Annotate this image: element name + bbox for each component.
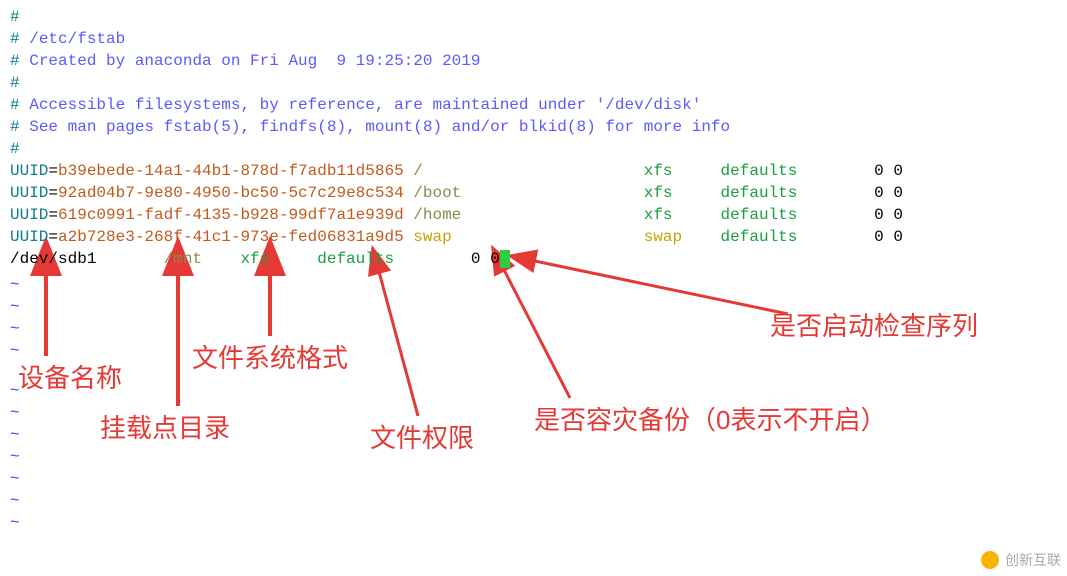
code-token: defaults xyxy=(721,184,875,202)
annotation-label: 文件系统格式 xyxy=(192,338,348,375)
terminal-line: /dev/sdb1 /mnt xfs defaults 0 0 xyxy=(10,248,510,270)
terminal-screenshot: 创新互联 ## /etc/fstab# Created by anaconda … xyxy=(0,0,1067,576)
code-token: defaults xyxy=(721,162,875,180)
terminal-line: # See man pages fstab(5), findfs(8), mou… xyxy=(10,116,730,138)
terminal-line: # Created by anaconda on Fri Aug 9 19:25… xyxy=(10,50,480,72)
code-token: xfs xyxy=(644,184,721,202)
code-token: # xyxy=(10,30,20,48)
terminal-line: # Accessible filesystems, by reference, … xyxy=(10,94,701,116)
code-token: ~ xyxy=(10,298,20,316)
terminal-line: ~ xyxy=(10,296,20,318)
annotation-label: 是否容灾备份（0表示不开启） xyxy=(534,400,886,437)
terminal-line: ~ xyxy=(10,318,20,340)
code-token: # xyxy=(10,96,20,114)
code-token: = xyxy=(48,206,58,224)
code-token: /boot xyxy=(404,184,644,202)
annotation-overlay xyxy=(0,0,1067,576)
code-token: ~ xyxy=(10,404,20,422)
code-token: /dev/sdb1 xyxy=(10,250,164,268)
code-token: 0 0 xyxy=(471,250,500,268)
code-token: 0 0 xyxy=(874,228,903,246)
code-token: a2b728e3-268f-41c1-973e-fed06831a9d5 xyxy=(58,228,404,246)
terminal-line: UUID=619c0991-fadf-4135-b928-99df7a1e939… xyxy=(10,204,903,226)
annotation-label: 是否启动检查序列 xyxy=(770,306,978,343)
code-token: ~ xyxy=(10,320,20,338)
terminal-line: UUID=b39ebede-14a1-44b1-878d-f7adb11d586… xyxy=(10,160,903,182)
terminal-line: # xyxy=(10,6,20,28)
code-token: UUID xyxy=(10,228,48,246)
terminal-line: # xyxy=(10,72,20,94)
annotation-label: 设备名称 xyxy=(18,358,122,395)
code-token: defaults xyxy=(721,206,875,224)
code-token: 0 0 xyxy=(874,162,903,180)
code-token: /mnt xyxy=(164,250,241,268)
code-token: # xyxy=(10,118,20,136)
code-token: xfs xyxy=(644,162,721,180)
code-token: 619c0991-fadf-4135-b928-99df7a1e939d xyxy=(58,206,404,224)
code-token: = xyxy=(48,184,58,202)
watermark-logo-icon xyxy=(981,551,999,569)
code-token: ~ xyxy=(10,470,20,488)
code-token: 0 0 xyxy=(874,184,903,202)
code-token: 92ad04b7-9e80-4950-bc50-5c7c29e8c534 xyxy=(58,184,404,202)
terminal-line: UUID=92ad04b7-9e80-4950-bc50-5c7c29e8c53… xyxy=(10,182,903,204)
code-token: / xyxy=(404,162,644,180)
terminal-line: UUID=a2b728e3-268f-41c1-973e-fed06831a9d… xyxy=(10,226,903,248)
annotation-arrow xyxy=(502,266,570,398)
terminal-line: ~ xyxy=(10,424,20,446)
code-token: ~ xyxy=(10,448,20,466)
code-token: ~ xyxy=(10,426,20,444)
code-token: See man pages fstab(5), findfs(8), mount… xyxy=(20,118,731,136)
annotation-label: 挂载点目录 xyxy=(100,408,230,445)
code-token: = xyxy=(48,162,58,180)
code-token: swap xyxy=(413,228,643,246)
watermark: 创新互联 xyxy=(981,550,1061,570)
code-token: UUID xyxy=(10,206,48,224)
code-token: UUID xyxy=(10,162,48,180)
code-token: # xyxy=(10,8,20,26)
watermark-text: 创新互联 xyxy=(1005,550,1061,570)
terminal-line: ~ xyxy=(10,274,20,296)
code-token: Accessible filesystems, by reference, ar… xyxy=(20,96,702,114)
terminal-line: ~ xyxy=(10,446,20,468)
terminal-line: ~ xyxy=(10,402,20,424)
code-token: defaults xyxy=(721,228,875,246)
terminal-line: # xyxy=(10,138,20,160)
code-token: b39ebede-14a1-44b1-878d-f7adb11d5865 xyxy=(58,162,404,180)
annotation-arrow xyxy=(378,268,418,416)
code-token: 0 0 xyxy=(874,206,903,224)
annotation-label: 文件权限 xyxy=(370,418,474,455)
code-token: ~ xyxy=(10,276,20,294)
code-token: swap xyxy=(644,228,721,246)
code-token: defaults xyxy=(317,250,471,268)
code-token: xfs xyxy=(644,206,721,224)
terminal-line: # /etc/fstab xyxy=(10,28,125,50)
code-token: # xyxy=(10,140,20,158)
code-token: = xyxy=(48,228,58,246)
code-token: /etc/fstab xyxy=(20,30,126,48)
code-token xyxy=(404,228,414,246)
code-token: ~ xyxy=(10,492,20,510)
code-token: ~ xyxy=(10,514,20,532)
terminal-line: ~ xyxy=(10,490,20,512)
annotation-arrow xyxy=(530,260,788,314)
code-token: # xyxy=(10,52,20,70)
code-token: UUID xyxy=(10,184,48,202)
code-token: # xyxy=(10,74,20,92)
terminal-line: ~ xyxy=(10,468,20,490)
code-token: xfs xyxy=(240,250,317,268)
code-token: /home xyxy=(404,206,644,224)
cursor-icon xyxy=(500,250,510,268)
code-token: Created by anaconda on Fri Aug 9 19:25:2… xyxy=(20,52,481,70)
terminal-line: ~ xyxy=(10,512,20,534)
